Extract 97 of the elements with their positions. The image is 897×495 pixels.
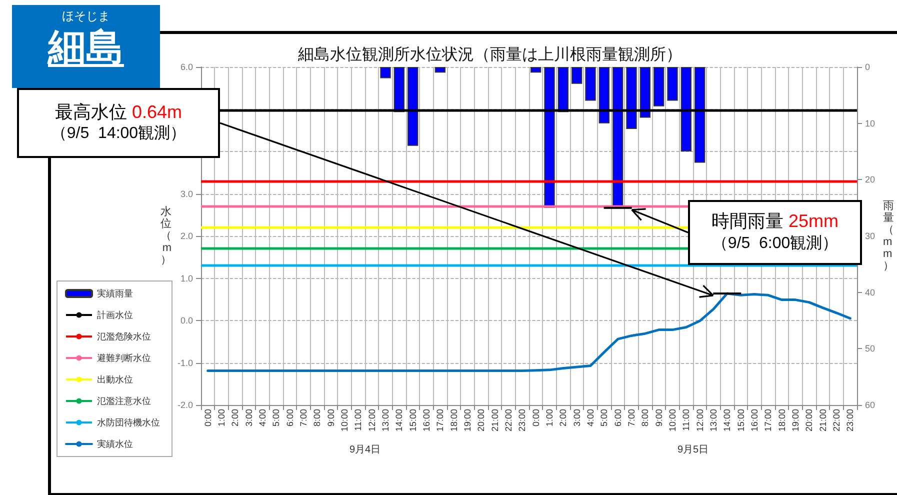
x-tick-label: 2:00 xyxy=(558,409,568,427)
legend-label: 水防団待機水位 xyxy=(97,418,160,428)
bar xyxy=(544,67,555,208)
x-tick-label: 13:00 xyxy=(380,409,390,432)
y-tick-label: 0.0 xyxy=(180,316,193,326)
x-tick-label: 21:00 xyxy=(818,409,828,432)
x-tick-label: 12:00 xyxy=(366,409,377,432)
x-tick-label: 16:00 xyxy=(750,409,760,432)
x-tick-label: 18:00 xyxy=(776,409,787,432)
x-tick-label: 2:00 xyxy=(230,409,240,427)
x-tick-label: 13:00 xyxy=(708,409,718,432)
y2-tick-label: 50 xyxy=(865,344,876,354)
x-tick-label: 9:00 xyxy=(326,409,336,427)
bar xyxy=(434,67,446,73)
legend-label: 実績水位 xyxy=(97,439,133,449)
bar xyxy=(585,67,596,101)
x-tick-label: 17:00 xyxy=(435,409,446,432)
line-series xyxy=(206,292,852,372)
x-tick-label: 15:00 xyxy=(408,409,418,432)
legend-label: 避難判断水位 xyxy=(97,353,151,363)
x-tick-label: 6:00 xyxy=(284,409,295,427)
x-tick-label: 10:00 xyxy=(340,409,350,432)
x-tick-label: 3:00 xyxy=(244,409,254,427)
x-tick-label: 9:00 xyxy=(654,409,664,427)
x-tick-label: 22:00 xyxy=(504,409,514,432)
y-tick-label: 2.0 xyxy=(180,231,193,241)
bar xyxy=(572,67,582,84)
text: ほそじま xyxy=(61,9,111,23)
bar xyxy=(530,67,542,73)
x-tick-label: 10:00 xyxy=(668,409,678,432)
x-tick-label: 22:00 xyxy=(832,409,842,432)
x-tick-label: 15:00 xyxy=(736,409,746,432)
y2-tick-label: 10 xyxy=(865,118,876,128)
y-tick-label: 1.0 xyxy=(180,273,193,284)
x-tick-label: 7:00 xyxy=(298,409,308,427)
bar xyxy=(626,67,637,129)
x-tick-label: 17:00 xyxy=(763,409,774,432)
x-tick-label: 0:00 xyxy=(202,409,213,427)
y2-axis-title: 雨量（mm） xyxy=(883,200,894,272)
y2-tick-label: 30 xyxy=(865,231,876,241)
x-tick-label: 14:00 xyxy=(722,409,732,432)
x-tick-label: 1:00 xyxy=(544,409,554,427)
legend-label: 氾濫危険水位 xyxy=(97,332,151,342)
text: 9月4日 xyxy=(349,444,381,456)
legend-label: 計画水位 xyxy=(97,310,133,320)
y-axis-title: 水位（m） xyxy=(160,205,172,266)
x-tick-label: 0:00 xyxy=(530,409,541,427)
x-tick-label: 5:00 xyxy=(271,409,282,427)
x-tick-label: 6:00 xyxy=(612,409,623,427)
y2-tick-label: 60 xyxy=(865,400,876,410)
y2-tick-label: 0 xyxy=(865,62,870,72)
x-tick-label: 19:00 xyxy=(790,409,800,432)
x-tick-label: 5:00 xyxy=(599,409,610,427)
x-tick-label: 20:00 xyxy=(476,409,486,432)
x-tick-label: 21:00 xyxy=(490,409,500,432)
bar xyxy=(667,67,678,101)
bar xyxy=(640,67,650,118)
x-tick-label: 20:00 xyxy=(804,409,814,432)
bar xyxy=(558,67,568,112)
x-tick-label: 1:00 xyxy=(216,409,226,427)
callout-box: 最高水位 0.64m （9/5 14:00観測） xyxy=(17,88,220,158)
chart-title: 細島水位観測所水位状況（雨量は上川根雨量観測所） xyxy=(297,46,682,64)
text: 9月5日 xyxy=(677,444,709,456)
bar xyxy=(654,67,664,106)
legend-label: 氾濫注意水位 xyxy=(97,396,151,406)
x-tick-label: 11:00 xyxy=(681,409,692,431)
x-tick-label: 16:00 xyxy=(422,409,432,432)
y-tick-label: -2.0 xyxy=(177,400,193,410)
legend-label: 出動水位 xyxy=(97,374,133,384)
x-tick-label: 8:00 xyxy=(640,409,650,427)
bar xyxy=(394,67,404,112)
x-tick-label: 4:00 xyxy=(258,409,268,427)
bar xyxy=(408,67,418,146)
y-tick-label: 6.0 xyxy=(180,62,193,72)
bar xyxy=(694,67,706,163)
bar xyxy=(380,67,391,78)
x-tick-label: 4:00 xyxy=(586,409,596,427)
legend-label: 実績雨量 xyxy=(97,288,133,298)
y2-tick-label: 20 xyxy=(865,174,876,185)
x-tick-label: 23:00 xyxy=(845,409,856,432)
callout-box: 時間雨量 25mm （9/5 6:00観測） xyxy=(688,200,862,265)
x-tick-label: 14:00 xyxy=(394,409,404,432)
x-tick-label: 7:00 xyxy=(626,409,636,427)
bar xyxy=(598,67,610,124)
bar xyxy=(680,67,692,152)
x-tick-label: 19:00 xyxy=(462,409,472,432)
y-tick-label: 3.0 xyxy=(180,188,193,199)
x-tick-label: 8:00 xyxy=(312,409,322,427)
y-tick-label: -1.0 xyxy=(177,358,193,368)
x-tick-label: 12:00 xyxy=(694,409,705,432)
y2-tick-label: 40 xyxy=(865,287,876,298)
x-tick-label: 3:00 xyxy=(572,409,582,427)
x-tick-label: 18:00 xyxy=(448,409,459,432)
annotation: 時間雨量 25mm （9/5 6:00観測） xyxy=(711,210,839,254)
text: 細島 xyxy=(46,26,125,71)
x-tick-label: 23:00 xyxy=(517,409,528,432)
x-tick-label: 11:00 xyxy=(353,409,364,431)
